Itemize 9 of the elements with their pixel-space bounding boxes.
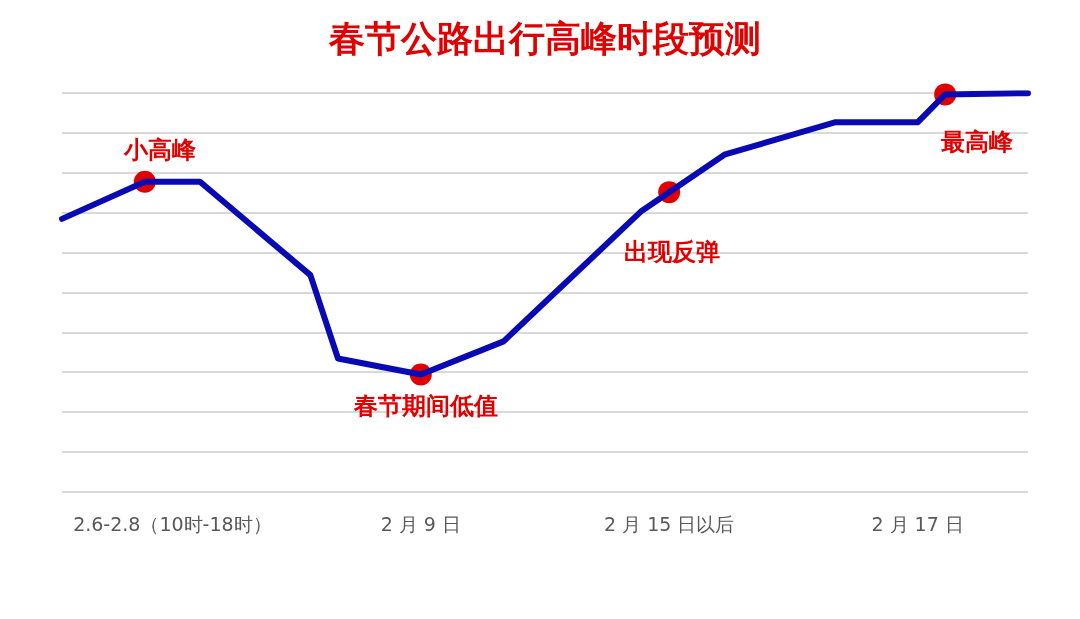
- annotation: 出现反弹: [624, 238, 721, 267]
- annotation: 最高峰: [940, 127, 1015, 156]
- chart-title: 春节公路出行高峰时段预测: [328, 17, 761, 59]
- annotation: 小高峰: [122, 136, 197, 165]
- annotation: 春节期间低值: [352, 391, 498, 420]
- x-tick-label: 2.6-2.8（10时-18时）: [73, 512, 272, 535]
- x-tick-label: 2 月 9 日: [380, 512, 461, 535]
- x-tick-label: 2 月 17 日: [871, 512, 964, 535]
- x-tick-label: 2 月 15 日以后: [604, 512, 735, 535]
